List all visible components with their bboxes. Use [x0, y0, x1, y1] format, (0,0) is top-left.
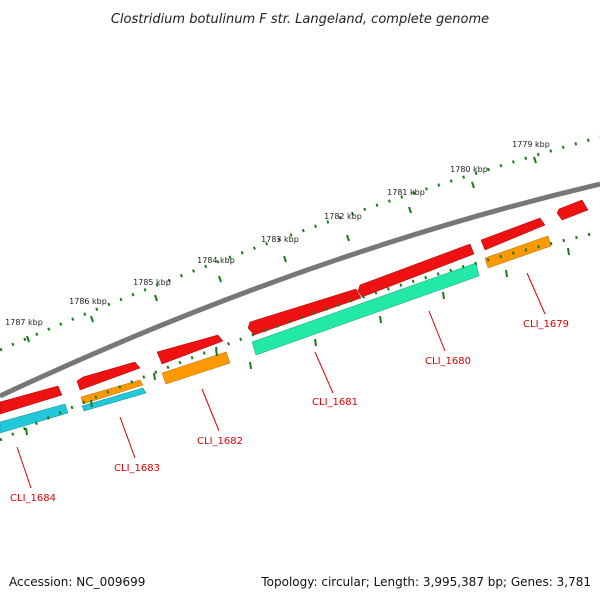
- kbp-tick: [249, 361, 252, 370]
- kbp-tick: [379, 315, 382, 324]
- cds-feature-forward[interactable]: [357, 243, 475, 298]
- kbp-label: 1786 kbp: [69, 297, 107, 306]
- cds-feature-forward[interactable]: [0, 385, 63, 415]
- genome-summary-text: Topology: circular; Length: 3,995,387 bp…: [260, 575, 591, 589]
- inner-dotted-scale: [0, 230, 600, 442]
- gene-CLI_1680[interactable]: [357, 243, 475, 298]
- kbp-tick: [26, 335, 30, 343]
- kbp-tick: [218, 275, 222, 283]
- gene-label-CLI_1684[interactable]: CLI_1684: [10, 493, 56, 504]
- kbp-label: 1779 kbp: [512, 140, 550, 149]
- gene-CLI_1679[interactable]: [480, 199, 589, 269]
- cds-track: [0, 199, 589, 434]
- cds-feature-reverse[interactable]: [81, 387, 147, 412]
- cds-feature-reverse[interactable]: [0, 403, 69, 434]
- label-leader: [428, 310, 446, 352]
- gene-label-CLI_1681[interactable]: CLI_1681: [312, 397, 358, 408]
- label-leader: [201, 388, 220, 432]
- gene-CLI_1681[interactable]: [247, 262, 480, 356]
- kbp-tick: [314, 338, 317, 347]
- outer-tick-track: [0, 135, 600, 352]
- kbp-tick: [90, 315, 94, 323]
- label-leader: [16, 446, 32, 489]
- kbp-tick: [346, 234, 350, 242]
- gene-label-CLI_1682[interactable]: CLI_1682: [197, 436, 243, 447]
- label-leader: [119, 416, 136, 459]
- genome-backbone: [0, 181, 600, 399]
- kbp-label: 1783 kbp: [261, 235, 299, 244]
- cds-feature-reverse[interactable]: [251, 262, 480, 356]
- cds-feature-forward[interactable]: [556, 199, 589, 221]
- kbp-tick: [153, 372, 156, 381]
- kbp-tick: [408, 206, 412, 214]
- kbp-label: 1784 kbp: [197, 256, 235, 265]
- kbp-tick: [283, 255, 287, 263]
- gene-CLI_1682[interactable]: [156, 334, 231, 385]
- kbp-tick: [442, 291, 445, 300]
- label-leader: [314, 351, 334, 394]
- cds-feature-forward[interactable]: [76, 361, 141, 391]
- kbp-tick: [533, 156, 537, 164]
- kbp-tick: [90, 399, 93, 408]
- label-leader: [526, 272, 546, 315]
- kbp-labels: 1779 kbp 1780 kbp 1781 kbp 1782 kbp 1783…: [5, 140, 550, 327]
- kbp-tick: [471, 181, 475, 189]
- kbp-label: 1782 kbp: [324, 212, 362, 221]
- accession-text: Accession: NC_009699: [9, 575, 145, 589]
- kbp-tick: [505, 269, 508, 278]
- kbp-tick: [25, 427, 28, 436]
- kbp-tick: [154, 294, 158, 302]
- gene-CLI_1684[interactable]: [0, 385, 69, 434]
- gene-labels: CLI_1679 CLI_1680 CLI_1681 CLI_1682 CLI_…: [10, 319, 569, 504]
- outer-dotted-scale: [0, 135, 600, 352]
- kbp-tick: [567, 247, 570, 256]
- kbp-label: 1781 kbp: [387, 188, 425, 197]
- cds-feature-forward[interactable]: [480, 217, 546, 251]
- map-title: Clostridium botulinum F str. Langeland, …: [111, 12, 489, 27]
- kbp-tick: [215, 348, 218, 357]
- kbp-label: 1785 kbp: [133, 278, 171, 287]
- gene-label-CLI_1680[interactable]: CLI_1680: [425, 356, 471, 367]
- gene-label-CLI_1679[interactable]: CLI_1679: [523, 319, 569, 330]
- inner-tick-track: [0, 230, 600, 442]
- cds-feature-orange[interactable]: [161, 351, 231, 385]
- kbp-label: 1780 kbp: [450, 165, 488, 174]
- kbp-label: 1787 kbp: [5, 318, 43, 327]
- gene-CLI_1683[interactable]: [76, 361, 147, 412]
- cds-feature-orange[interactable]: [484, 235, 552, 269]
- gene-label-leaders: [16, 272, 546, 489]
- gene-label-CLI_1683[interactable]: CLI_1683: [114, 463, 160, 474]
- cds-feature-forward[interactable]: [156, 334, 224, 365]
- cds-feature-forward[interactable]: [247, 288, 362, 336]
